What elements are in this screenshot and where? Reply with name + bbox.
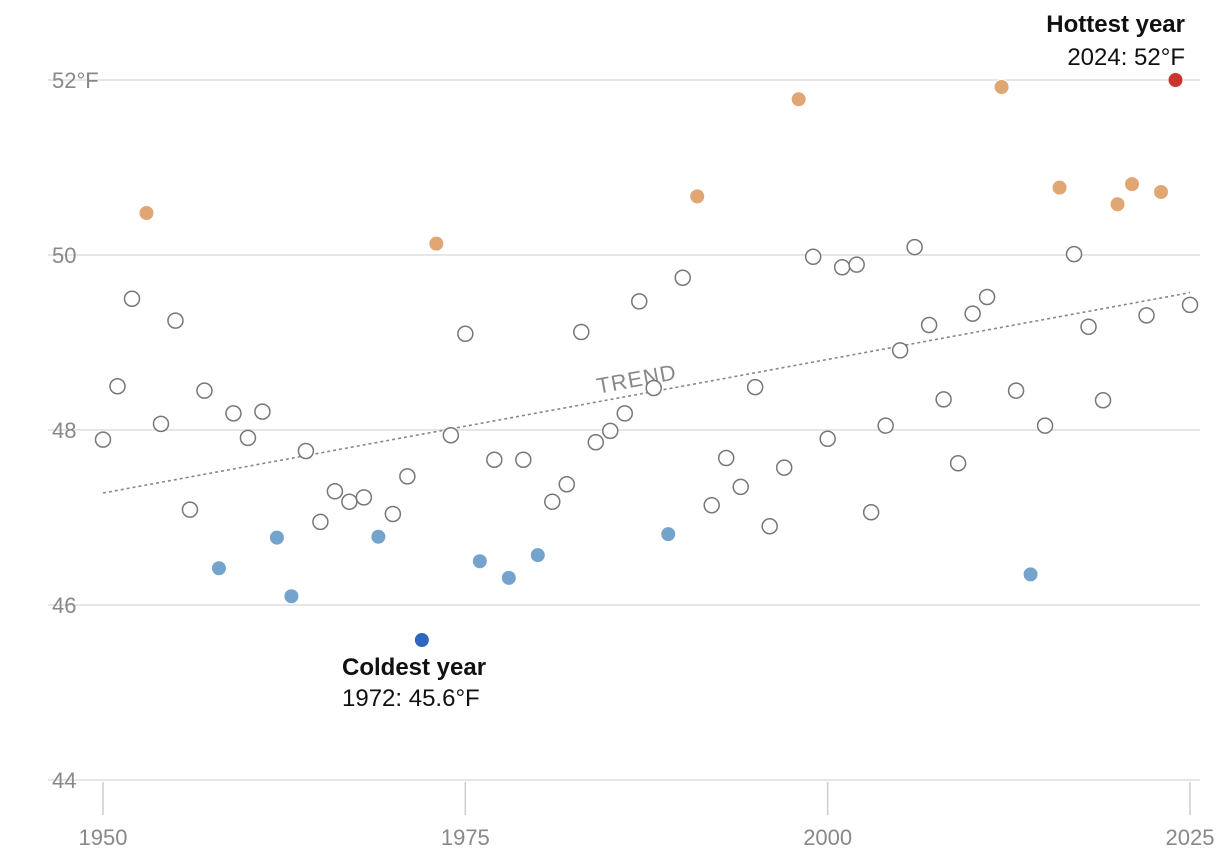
data-point-2005: [891, 342, 909, 359]
trend-label: TREND: [595, 359, 679, 398]
data-point-2009: [949, 455, 967, 472]
data-point-1951: [109, 378, 126, 395]
data-point-2021: [1124, 176, 1141, 193]
data-point-1978: [500, 569, 517, 586]
data-point-2020: [1109, 196, 1126, 213]
x-tick-label: 1950: [79, 825, 128, 850]
coldest-annotation: Coldest year 1972: 45.6°F: [342, 654, 486, 712]
data-point-2022: [1138, 307, 1155, 324]
data-point-2018: [1080, 318, 1097, 335]
data-point-1970: [384, 505, 402, 523]
y-tick-label: 50: [52, 243, 76, 268]
y-tick-label: 48: [52, 418, 76, 443]
data-point-2024: [1167, 72, 1184, 88]
data-point-1988: [645, 379, 662, 397]
x-tick-label: 2025: [1166, 825, 1215, 850]
data-point-1987: [631, 293, 648, 310]
data-point-2012: [993, 79, 1010, 95]
data-point-2023: [1153, 184, 1170, 200]
data-point-1963: [283, 588, 300, 605]
data-point-2019: [1094, 392, 1112, 409]
data-point-1984: [587, 434, 605, 451]
data-point-1982: [558, 476, 576, 493]
data-point-1992: [703, 497, 720, 514]
data-point-1957: [196, 382, 213, 399]
data-point-2015: [1036, 417, 1054, 434]
trend-line: [102, 291, 1191, 494]
data-point-1976: [471, 553, 488, 570]
data-point-1972: [413, 632, 430, 648]
hottest-title: Hottest year: [1046, 11, 1185, 38]
data-point-1965: [312, 513, 329, 531]
data-point-1994: [732, 478, 749, 496]
data-point-2002: [848, 256, 865, 273]
data-point-1993: [717, 449, 735, 467]
hottest-value: 2024: 52°F: [1067, 44, 1185, 71]
data-point-2001: [833, 259, 851, 276]
y-tick-label: 52°F: [52, 68, 99, 93]
data-point-1998: [790, 91, 807, 108]
data-point-1986: [616, 405, 634, 422]
gridlines: [48, 79, 1200, 781]
data-point-2004: [877, 417, 894, 434]
data-point-1981: [544, 493, 561, 510]
data-point-1974: [442, 427, 460, 444]
data-point-2010: [964, 305, 981, 322]
hottest-annotation: Hottest year 2024: 52°F: [1046, 11, 1185, 71]
x-axis-ticks: 1950 1975 2000 2025: [79, 782, 1215, 850]
data-point-2003: [862, 504, 880, 521]
y-tick-label: 46: [52, 593, 76, 618]
data-point-2025: [1181, 296, 1199, 314]
data-point-1969: [370, 528, 387, 545]
data-point-1955: [167, 312, 184, 329]
data-point-2007: [920, 316, 938, 334]
data-point-2014: [1022, 566, 1039, 583]
data-point-1989: [660, 526, 677, 543]
data-point-2016: [1051, 179, 1068, 196]
data-point-1999: [804, 248, 822, 265]
data-point-2006: [906, 238, 923, 256]
data-point-1961: [254, 403, 271, 420]
data-point-1991: [689, 188, 706, 205]
data-point-1964: [297, 442, 315, 460]
y-axis-ticks: 44 46 48 50 52°F: [52, 68, 99, 793]
data-point-1966: [326, 483, 344, 500]
x-tick-label: 1975: [441, 825, 490, 850]
data-point-2013: [1007, 382, 1025, 399]
data-point-1979: [515, 451, 532, 468]
coldest-title: Coldest year: [342, 654, 486, 681]
data-point-1971: [399, 468, 416, 485]
data-point-1980: [529, 547, 546, 564]
data-point-1967: [341, 493, 358, 510]
data-point-2011: [978, 288, 996, 306]
data-point-1952: [123, 290, 141, 307]
data-point-1990: [674, 269, 691, 286]
data-point-1968: [355, 489, 373, 506]
data-point-1953: [138, 205, 155, 221]
data-point-1958: [210, 560, 227, 577]
data-point-1977: [486, 451, 503, 468]
data-point-1950: [94, 431, 112, 448]
x-tick-label: 2000: [803, 825, 852, 850]
data-point-1956: [181, 501, 199, 518]
data-point-1983: [573, 323, 590, 341]
data-point-1959: [225, 405, 242, 422]
data-points: [94, 72, 1199, 648]
data-point-1985: [602, 422, 619, 440]
data-point-1995: [746, 378, 764, 396]
data-point-2017: [1065, 245, 1083, 263]
data-point-1960: [239, 429, 257, 447]
y-tick-label: 44: [52, 768, 76, 793]
trend-line-group: TREND: [102, 291, 1191, 494]
data-point-1962: [268, 529, 285, 546]
coldest-value: 1972: 45.6°F: [342, 685, 480, 712]
data-point-1996: [761, 518, 778, 535]
data-point-2008: [935, 391, 952, 408]
data-point-1954: [152, 415, 170, 433]
data-point-1975: [457, 325, 474, 342]
data-point-1997: [775, 459, 793, 476]
data-point-2000: [819, 430, 836, 447]
data-point-1973: [428, 235, 445, 252]
